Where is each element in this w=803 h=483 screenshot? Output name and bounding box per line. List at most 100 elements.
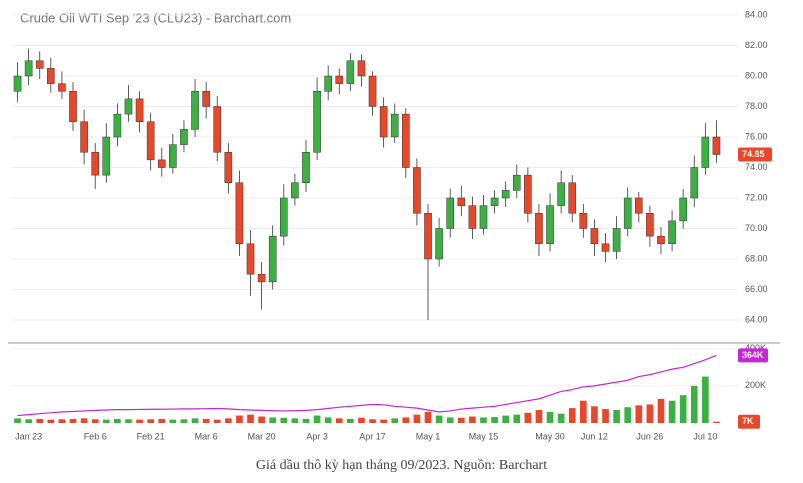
volume-bar [546,411,554,423]
volume-bar [535,410,543,423]
candle-body [124,98,133,115]
volume-bar [424,411,432,423]
candle-body [379,106,388,138]
candle-body [146,121,155,161]
volume-bar [291,418,299,423]
y-tick-label: 78.00 [745,101,768,111]
volume-bar [324,417,332,423]
candle-body [557,182,565,206]
volume-badge: 7K [742,416,754,426]
volume-bar [624,407,632,423]
volume-bar [557,413,565,423]
candle-body [468,205,477,229]
y-tick-label: 72.00 [745,192,768,202]
candle-body [113,113,122,138]
oi-badge-bg [738,348,768,363]
volume-bar [91,419,99,423]
volume-bar [646,404,654,423]
volume-bar [247,414,254,423]
volume-bar [180,419,188,423]
volume-bar [435,415,443,423]
y-tick-label: 74.00 [745,162,768,172]
candle-body [335,75,344,84]
candle-body [80,121,88,153]
volume-bar [690,385,698,423]
y-tick-label: 64.00 [745,314,768,324]
volume-bar [114,418,121,423]
x-tick-label: Jun 12 [581,431,608,441]
candle-body [102,136,111,176]
volume-bar [480,417,487,423]
y-tick-label: 66.00 [745,284,768,294]
candle-body [424,213,432,260]
volume-bar [47,419,55,423]
y-tick-label: 84.00 [745,9,768,19]
open-interest-line [17,354,717,417]
candle-body [646,213,654,237]
candle-body [235,182,244,244]
volume-bar [402,417,410,423]
x-tick-label: Apr 17 [359,431,386,441]
candle-body [24,60,33,77]
candle-body [668,220,676,244]
candle-body [291,182,299,199]
volume-bar [491,417,498,423]
volume-bar [169,419,177,423]
volume-bar [635,405,643,423]
volume-bar [102,419,110,423]
candle-body [457,197,466,206]
x-tick-label: Feb 21 [137,431,165,441]
x-tick-label: Jan 23 [15,431,42,441]
volume-bar [457,417,465,423]
volume-bar [25,419,32,423]
volume-bar [280,417,288,423]
volume-bar [602,409,609,423]
volume-bar [591,406,598,423]
candle-body [701,136,710,168]
candle-body [246,243,255,275]
candle-body [623,197,632,229]
candle-body [657,235,665,244]
x-tick-label: May 1 [416,431,441,441]
candle-body [579,213,588,229]
volume-bar [358,417,365,423]
volume-bar [14,418,21,423]
volume-bar [191,418,199,423]
candle-body [268,235,277,283]
candle-body [690,167,699,199]
volume-bar [80,418,88,423]
volume-bar [524,412,532,423]
y-tick-label: 80.00 [745,70,768,80]
volume-bar [58,419,66,423]
candle-body [180,129,188,145]
x-tick-label: May 30 [535,431,565,441]
candle-body [191,91,199,130]
y-tick-label: 76.00 [745,131,768,141]
candle-body [524,174,532,214]
x-tick-label: May 15 [469,431,499,441]
volume-bar [236,415,243,423]
y-tick-label: 68.00 [745,253,768,263]
x-tick-label: Mar 6 [195,431,218,441]
volume-bar [391,418,399,423]
volume-bar [136,419,143,423]
candle-body [324,75,332,92]
caption: Giá dầu thô kỳ hạn tháng 09/2023. Nguồn:… [255,458,548,473]
candle-body [135,98,144,122]
x-tick-label: Mar 20 [248,431,276,441]
y-tick-label: 82.00 [745,40,768,50]
volume-bar [202,418,210,423]
candle-body [368,75,377,107]
x-tick-label: Jul 10 [693,431,717,441]
candle-body [302,152,310,183]
candle-body [257,274,266,283]
candle-body [413,167,421,214]
volume-bar [225,418,232,423]
volume-bar [269,417,277,423]
volume-bar [702,376,709,423]
candle-body [47,68,55,84]
candle-body [634,197,643,214]
candle-body [202,91,210,107]
candle-body [157,159,166,168]
